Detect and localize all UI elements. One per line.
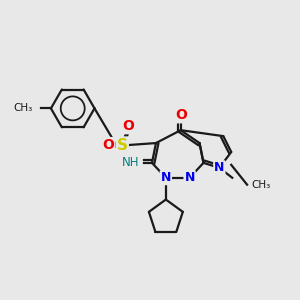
Text: S: S	[117, 137, 128, 152]
Text: N: N	[184, 171, 195, 184]
Text: CH₃: CH₃	[251, 180, 270, 190]
Text: CH₃: CH₃	[14, 103, 33, 113]
Text: O: O	[175, 108, 187, 122]
Text: NH: NH	[122, 156, 139, 170]
Text: N: N	[161, 171, 171, 184]
Text: O: O	[122, 119, 134, 133]
Text: N: N	[214, 161, 224, 174]
Text: O: O	[103, 138, 114, 152]
